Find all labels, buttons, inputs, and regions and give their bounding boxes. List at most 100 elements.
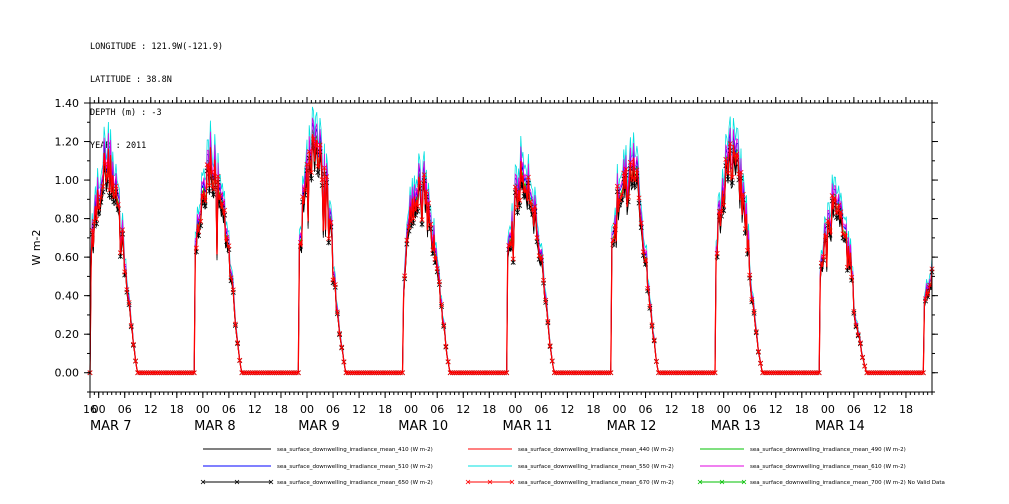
series-point: [558, 370, 564, 376]
series-point: [790, 370, 796, 376]
series-point: [104, 173, 110, 179]
series-point: [825, 218, 831, 224]
series-point: [604, 370, 609, 376]
series-point: [482, 370, 488, 376]
series-point: [549, 358, 555, 364]
series-point: [373, 370, 379, 376]
series-point: [228, 275, 234, 281]
series-point: [295, 370, 301, 376]
series-point: [432, 256, 438, 262]
meta-longitude: LONGITUDE : 121.9W(-121.9): [90, 42, 224, 52]
series-point: [675, 370, 681, 376]
series-point: [923, 296, 928, 302]
x-tick-label: 12: [248, 403, 262, 416]
series-point: [352, 370, 358, 376]
series-point: [547, 343, 553, 349]
series-point: [284, 370, 290, 376]
series-point: [794, 370, 800, 376]
y-axis-label: W m-2: [30, 229, 43, 265]
series-point: [130, 341, 136, 347]
x-tick-label: 00: [92, 403, 106, 416]
series-point: [365, 370, 371, 376]
series-point: [436, 279, 442, 285]
x-tick-label: 06: [118, 403, 132, 416]
series-point: [456, 370, 462, 376]
series-point: [241, 370, 247, 376]
series-point: [729, 174, 735, 180]
series-point: [727, 141, 733, 147]
series-point: [786, 370, 792, 376]
series-point: [128, 322, 134, 328]
series-point: [117, 250, 123, 256]
legend: sea_surface_downwelling_irradiance_mean_…: [200, 447, 945, 486]
series-point: [413, 207, 418, 213]
series-point: [896, 370, 902, 376]
series-point: [779, 370, 785, 376]
metadata-block: LONGITUDE : 121.9W(-121.9) LATITUDE : 38…: [90, 20, 223, 163]
series-point: [560, 370, 566, 376]
series-point: [582, 370, 588, 376]
series-point: [326, 240, 332, 246]
series-point: [380, 370, 386, 376]
series-point: [792, 370, 798, 376]
series-point: [899, 370, 905, 376]
series-point: [903, 370, 909, 376]
series-point: [666, 370, 672, 376]
series-point: [814, 370, 820, 376]
series-point: [400, 370, 405, 376]
series-point: [386, 370, 392, 376]
series-point: [469, 370, 475, 376]
series-point: [703, 370, 709, 376]
series-point: [495, 370, 501, 376]
series-point: [321, 165, 327, 171]
series-point: [133, 358, 139, 364]
series-point: [753, 329, 759, 335]
series-point: [866, 370, 872, 376]
series-point: [768, 370, 774, 376]
x-day-label: MAR 12: [607, 419, 657, 434]
series-point: [773, 370, 779, 376]
series-point: [189, 370, 195, 376]
series-point: [710, 370, 716, 376]
series-point: [818, 260, 824, 266]
series-point: [732, 152, 738, 158]
series-point: [441, 322, 447, 328]
x-tick-label: 00: [404, 403, 418, 416]
series-point: [337, 330, 343, 336]
series-point: [209, 169, 215, 175]
series-point: [771, 370, 777, 376]
series-point: [719, 208, 724, 214]
series-point: [345, 370, 351, 376]
series-point: [762, 370, 768, 376]
series-point: [679, 370, 685, 376]
series-point: [371, 370, 377, 376]
series-point: [590, 370, 596, 376]
series-point: [721, 203, 727, 209]
series-point: [122, 269, 128, 275]
series-point: [202, 203, 208, 209]
y-tick-label: 0.20: [55, 328, 80, 341]
series-point: [556, 370, 562, 376]
series-point: [308, 175, 314, 181]
series-point: [276, 370, 282, 376]
series-point: [261, 370, 267, 376]
series-point: [855, 332, 861, 338]
series-point: [120, 227, 126, 233]
series-point: [137, 370, 143, 376]
meta-depth: DEPTH (m) : -3: [90, 108, 162, 118]
x-tick-label: 18: [795, 403, 809, 416]
series-point: [593, 370, 599, 376]
series-point: [805, 370, 811, 376]
series-point: [656, 370, 662, 376]
legend-marker: [200, 479, 206, 485]
series-point: [98, 194, 104, 200]
series-point: [827, 228, 833, 234]
series-point: [901, 370, 907, 376]
series-point: [358, 370, 364, 376]
series-point: [651, 337, 657, 343]
series-point: [126, 300, 132, 306]
series-point: [376, 370, 382, 376]
x-tick-label: 00: [196, 403, 210, 416]
series-point: [178, 370, 184, 376]
legend-marker: [465, 479, 471, 485]
